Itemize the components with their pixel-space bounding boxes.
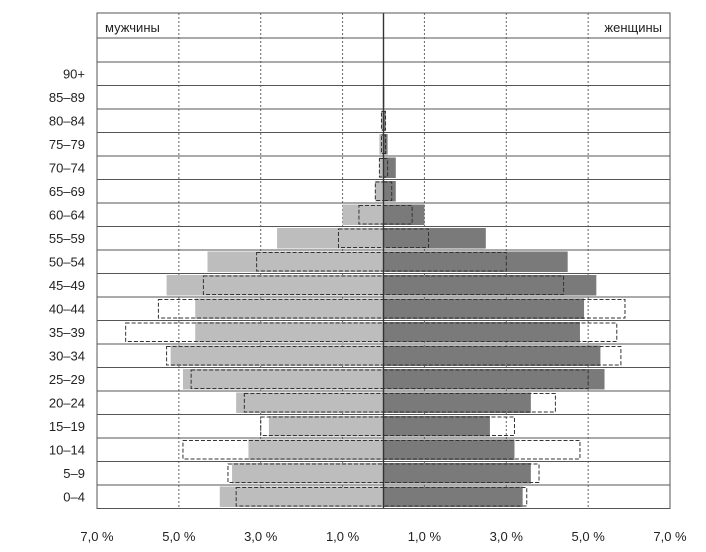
bar-left-15–19 [268, 416, 384, 437]
bar-right-15–19 [383, 416, 490, 437]
bar-left-30–34 [170, 345, 384, 366]
bar-right-80–84 [383, 110, 386, 131]
bar-left-5–9 [232, 463, 384, 484]
bar-right-30–34 [383, 345, 601, 366]
outline-bar-left-80–84 [380, 111, 385, 131]
age-group-label: 90+ [63, 66, 85, 81]
bar-right-55–59 [383, 228, 486, 249]
outline-bar-right-25–29 [383, 369, 589, 389]
x-tick-label: 3,0 % [244, 529, 278, 544]
x-tick-label: 1,0 % [408, 529, 442, 544]
outline-bar-left-65–69 [374, 181, 385, 201]
age-group-label: 25–29 [49, 372, 85, 387]
side-label-right: женщины [604, 20, 662, 35]
bar-left-35–39 [195, 322, 384, 343]
bar-left-0–4 [219, 486, 384, 507]
bar-right-0–4 [383, 486, 523, 507]
bars-layer [166, 87, 605, 507]
bar-right-40–44 [383, 298, 585, 319]
side-label-left: мужчины [105, 20, 160, 35]
bar-left-55–59 [277, 228, 384, 249]
frame-layer [96, 12, 671, 509]
age-group-label: 30–34 [49, 348, 85, 363]
age-group-label: 15–19 [49, 419, 85, 434]
age-group-label: 75–79 [49, 137, 85, 152]
age-group-label: 65–69 [49, 184, 85, 199]
bar-left-20–24 [236, 392, 384, 413]
labels-layer: 0–4 5–9 10–14 15–19 20–24 25–29 30–34 35–39 40–4… [49, 66, 687, 544]
outline-bar-right-70–74 [383, 158, 389, 178]
outline-bar-left-50–54 [256, 252, 384, 272]
age-group-label: 50–54 [49, 254, 85, 269]
bar-left-10–14 [248, 439, 384, 460]
bar-left-65–69 [375, 181, 384, 202]
bar-left-45–49 [166, 275, 384, 296]
age-group-label: 5–9 [63, 466, 85, 481]
age-group-label: 35–39 [49, 325, 85, 340]
age-group-label: 85–89 [49, 90, 85, 105]
age-group-label: 60–64 [49, 207, 85, 222]
x-tick-label: 7,0 % [653, 529, 687, 544]
bar-right-5–9 [383, 463, 531, 484]
bar-right-70–74 [383, 157, 396, 178]
bar-right-45–49 [383, 275, 597, 296]
age-group-label: 55–59 [49, 231, 85, 246]
bar-left-40–44 [195, 298, 384, 319]
age-group-label: 45–49 [49, 278, 85, 293]
age-group-label: 80–84 [49, 113, 85, 128]
outline-bar-right-20–24 [383, 393, 556, 413]
age-group-label: 20–24 [49, 395, 85, 410]
x-tick-label: 3,0 % [490, 529, 524, 544]
x-tick-label: 1,0 % [326, 529, 360, 544]
bar-left-60–64 [342, 204, 384, 225]
outline-bar-left-30–34 [166, 346, 384, 366]
bar-right-65–69 [383, 181, 396, 202]
bar-right-75–79 [383, 134, 388, 155]
age-group-label: 40–44 [49, 301, 85, 316]
plot-frame [96, 12, 671, 509]
bar-left-70–74 [379, 157, 384, 178]
bar-right-25–29 [383, 369, 605, 390]
outline-bar-left-10–14 [182, 440, 384, 460]
bar-right-10–14 [383, 439, 515, 460]
bar-left-80–84 [381, 110, 384, 131]
bar-left-50–54 [207, 251, 384, 272]
bar-right-60–64 [383, 204, 425, 225]
age-group-label: 10–14 [49, 442, 85, 457]
bar-right-50–54 [383, 251, 568, 272]
bar-right-20–24 [383, 392, 531, 413]
x-tick-label: 5,0 % [572, 529, 606, 544]
outline-bar-left-75–79 [380, 134, 385, 154]
bar-left-25–29 [182, 369, 384, 390]
x-tick-label: 7,0 % [80, 529, 114, 544]
outline-bar-right-30–34 [383, 346, 622, 366]
age-group-label: 70–74 [49, 160, 85, 175]
x-tick-label: 5,0 % [162, 529, 196, 544]
outline-bar-left-20–24 [243, 393, 384, 413]
age-group-label: 0–4 [63, 489, 85, 504]
bar-right-35–39 [383, 322, 580, 343]
